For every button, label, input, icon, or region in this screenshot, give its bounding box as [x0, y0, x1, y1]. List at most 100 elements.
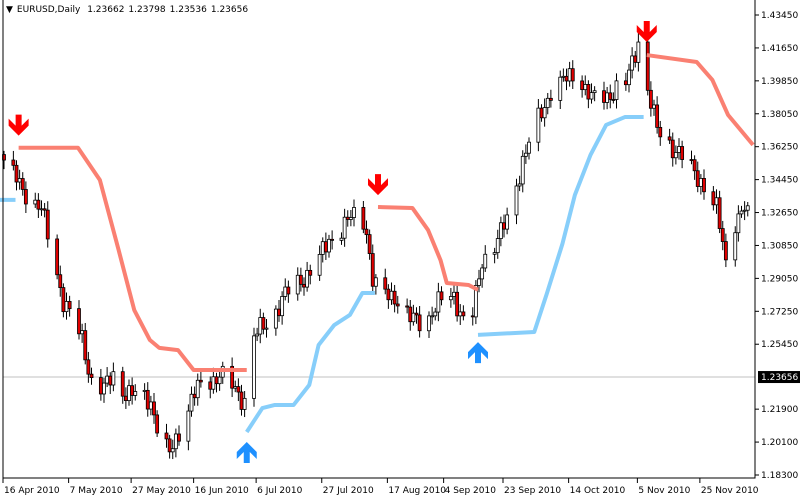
- candle: [692, 155, 697, 180]
- upper-stop-line: [377, 205, 479, 292]
- candle-body: [130, 385, 135, 396]
- candle-body: [736, 213, 741, 234]
- candle: [33, 192, 38, 208]
- candle: [411, 304, 416, 326]
- candle: [480, 264, 485, 288]
- candle: [739, 205, 744, 218]
- candle-body: [195, 379, 200, 399]
- candle: [286, 280, 291, 303]
- candle-body: [652, 104, 656, 109]
- candle-body: [98, 377, 103, 395]
- candle-body: [392, 290, 397, 305]
- candle: [495, 229, 500, 259]
- candle-body: [258, 317, 263, 335]
- candle: [61, 283, 66, 318]
- candle-body: [608, 92, 613, 100]
- candle-body: [320, 241, 325, 255]
- candle-body: [411, 312, 416, 323]
- candle-body: [208, 381, 213, 390]
- candle: [745, 201, 750, 217]
- candle: [439, 286, 444, 306]
- candle: [714, 189, 719, 214]
- sell-arrow-icon: [636, 21, 657, 43]
- candle: [589, 83, 594, 104]
- candle-body: [545, 97, 550, 108]
- candle-body: [433, 311, 438, 317]
- candle-body: [302, 283, 306, 288]
- candle: [23, 181, 28, 213]
- candle-body: [589, 92, 594, 100]
- candle: [623, 72, 628, 91]
- candle: [255, 327, 260, 342]
- candle: [583, 75, 588, 96]
- candle: [283, 278, 288, 301]
- candle-body: [739, 210, 744, 215]
- candle-body: [386, 288, 391, 301]
- candle: [736, 205, 741, 242]
- candle: [83, 322, 88, 365]
- candle: [330, 230, 335, 250]
- candle: [670, 132, 675, 167]
- candle: [280, 291, 285, 325]
- candle: [17, 169, 22, 190]
- candle-body: [192, 393, 197, 399]
- candle-body: [277, 308, 281, 317]
- y-tick-label: 1.41650: [761, 44, 798, 54]
- candle-body: [173, 433, 178, 450]
- candle: [230, 357, 235, 398]
- candle-body: [611, 99, 616, 101]
- candle-body: [89, 373, 94, 378]
- candle-body: [14, 164, 19, 183]
- candle-body: [155, 414, 160, 434]
- candle: [652, 99, 656, 116]
- candle-body: [480, 267, 485, 280]
- candle: [145, 382, 150, 417]
- upper-stop-line: [646, 53, 755, 147]
- candle-body: [655, 104, 660, 128]
- candle-body: [695, 170, 700, 187]
- candle: [302, 277, 306, 296]
- candle-body: [636, 41, 641, 63]
- x-tick-label: 4 Sep 2010: [445, 486, 497, 496]
- candle-body: [458, 311, 463, 317]
- candle: [517, 175, 522, 192]
- candle-body: [233, 386, 238, 389]
- candle: [133, 384, 138, 401]
- candle: [258, 308, 263, 344]
- candle: [636, 32, 641, 72]
- candle-body: [523, 152, 528, 157]
- candle: [20, 172, 25, 196]
- candle-body: [542, 107, 547, 119]
- candle-body: [164, 432, 169, 440]
- x-tick-label: 16 Jun 2010: [195, 486, 249, 496]
- candle: [492, 247, 497, 264]
- x-tick-label: 27 May 2010: [132, 486, 191, 496]
- candle-body: [142, 389, 147, 392]
- candle: [458, 304, 463, 325]
- candle-body: [373, 277, 378, 287]
- x-tick-label: 6 Jul 2010: [257, 486, 302, 496]
- candle-body: [123, 395, 128, 402]
- candle-body: [455, 291, 460, 317]
- candle: [564, 68, 569, 91]
- candle-body: [370, 253, 375, 287]
- candle-body: [23, 189, 28, 205]
- candle: [605, 86, 610, 110]
- candle: [186, 404, 191, 451]
- candle-body: [558, 76, 563, 101]
- dropdown-triangle-icon[interactable]: ▼: [6, 5, 13, 15]
- candle-body: [720, 228, 725, 242]
- candle-body: [305, 269, 310, 288]
- x-tick-label: 7 May 2010: [70, 486, 123, 496]
- candle-body: [483, 253, 488, 269]
- y-tick-label: 1.29050: [761, 274, 798, 284]
- candle-body: [614, 80, 619, 100]
- buy-arrow-icon: [468, 342, 488, 364]
- candle-body: [367, 234, 372, 254]
- candle-body: [692, 159, 697, 172]
- lower-stop-line: [245, 291, 375, 434]
- candle: [627, 63, 631, 93]
- candle: [192, 386, 197, 406]
- candle: [67, 295, 72, 317]
